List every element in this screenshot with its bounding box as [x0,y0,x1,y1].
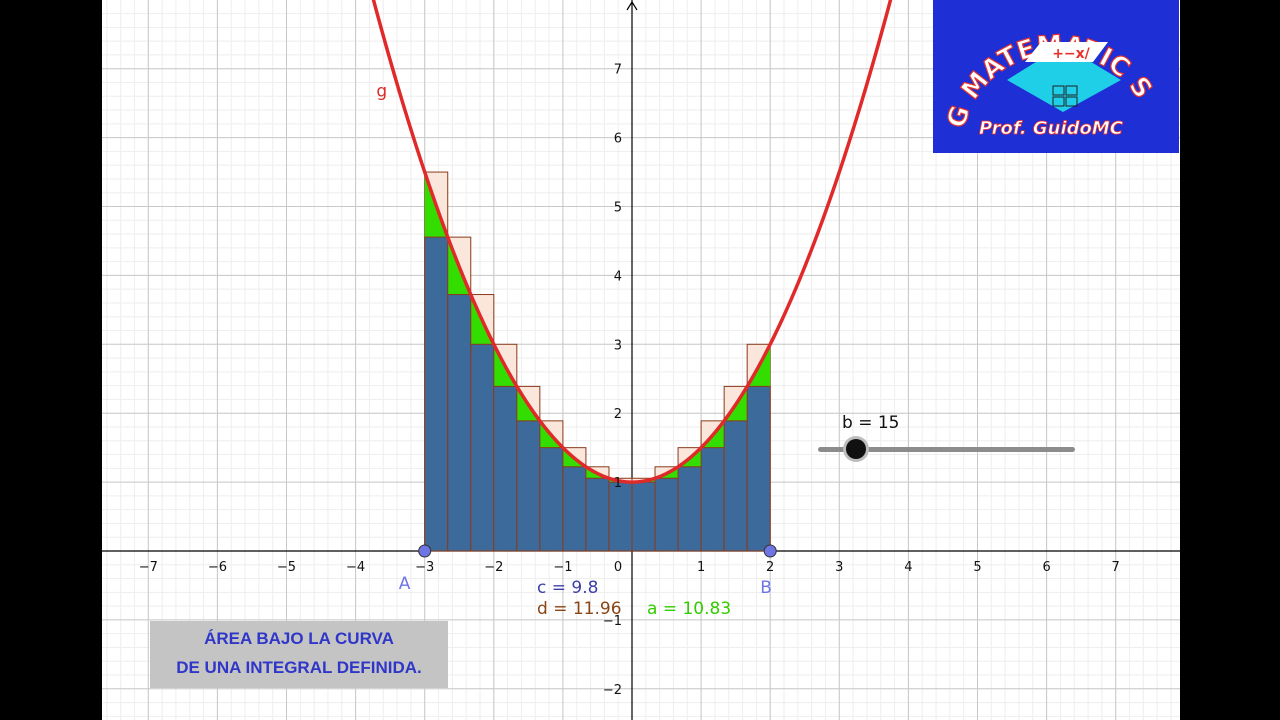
x-tick-label: 2 [766,560,774,575]
lower-sum-rect [723,420,748,552]
caption-box: ÁREA BAJO LA CURVA DE UNA INTEGRAL DEFIN… [150,621,448,688]
area-value: a = 10.83 [647,599,732,619]
caption-line-2: DE UNA INTEGRAL DEFINIDA. [176,658,422,677]
y-tick-label: 4 [614,269,622,284]
logo-icon-grid [1052,85,1065,96]
x-tick-label: −7 [139,560,158,575]
x-tick-label: −5 [277,560,296,575]
x-tick-label: 3 [835,560,843,575]
point-a [418,544,432,558]
upper-sum-value: d = 11.96 [537,599,622,619]
slider-b[interactable] [920,412,1180,462]
lower-sum-rect [654,477,679,552]
point-a-label: A [399,574,411,594]
logo-arc-start: G [941,102,976,132]
lower-sum-rect [447,294,472,552]
x-tick-label: −6 [208,560,227,575]
logo-subtitle: Prof. GuidoMC [979,118,1124,139]
y-tick-label: −2 [603,683,622,698]
point-b [763,544,777,558]
lower-sum-rect [608,481,633,552]
slider-label: b = 15 [842,413,900,433]
origin-label: 0 [614,560,622,575]
lower-sum-rect [539,447,564,552]
lower-sum-rect [677,466,702,552]
x-tick-label: 5 [973,560,981,575]
lower-sum-rect [562,466,587,552]
slider-track[interactable] [818,447,1075,452]
lower-sum-rect [746,385,771,552]
lower-sum-rect [700,447,725,552]
y-tick-label: 3 [614,338,622,353]
function-curve [371,0,893,484]
x-tick-label: 4 [904,560,912,575]
lower-sum-value: c = 9.8 [537,578,599,598]
lower-sum-rect [631,481,656,552]
logo-chip [1025,42,1108,62]
lower-sum-rect [470,343,495,552]
x-tick-label: −4 [346,560,365,575]
y-tick-label: 5 [614,201,622,216]
channel-logo: G MATEMATIC S +−x/ Prof. GuidoMC [933,0,1179,153]
x-tick-label: 6 [1042,560,1050,575]
lower-sum-rect [516,420,541,552]
x-tick-label: −1 [553,560,572,575]
y-tick-label: −1 [603,614,622,629]
point-b-label: B [760,578,772,598]
y-axis-arrow [626,0,638,11]
y-tick-label: 1 [614,476,622,491]
logo-arc-end: S [1122,71,1157,104]
lower-sum-rect [585,477,610,552]
x-tick-label: −2 [484,560,503,575]
lower-sum-rect [493,385,518,552]
logo-diamond [1007,45,1121,112]
caption-line-1: ÁREA BAJO LA CURVA [204,629,394,648]
y-tick-label: 2 [614,407,622,422]
y-tick-label: 7 [614,63,622,78]
slider-knob[interactable] [846,439,866,459]
x-tick-label: −3 [415,560,434,575]
logo-chip-text: +−x/ [1052,46,1090,62]
y-tick-label: 6 [614,132,622,147]
x-tick-label: 1 [697,560,705,575]
x-tick-label: 7 [1112,560,1120,575]
function-label: g [376,81,387,101]
lower-sum-rect [424,236,449,552]
